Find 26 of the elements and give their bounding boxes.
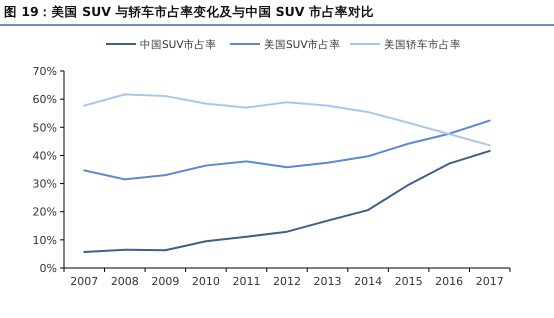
x-tick-label: 2008 xyxy=(110,275,139,288)
legend-label: 中国SUV市占率 xyxy=(140,38,217,51)
y-tick-label: 10% xyxy=(32,234,57,247)
x-tick-label: 2012 xyxy=(273,275,301,288)
x-tick-label: 2009 xyxy=(151,275,180,288)
x-tick-label: 2013 xyxy=(314,275,342,288)
legend-label: 美国SUV市占率 xyxy=(264,38,341,51)
x-tick-label: 2010 xyxy=(192,275,220,288)
x-tick-label: 2007 xyxy=(70,275,98,288)
chart-title: 图 19：美国 SUV 与轿车市占率变化及与中国 SUV 市占率对比 xyxy=(4,4,374,19)
line-series xyxy=(83,93,491,146)
y-tick-label: 70% xyxy=(32,65,57,78)
line-series xyxy=(83,150,491,253)
line-series xyxy=(83,120,491,180)
x-tick-label: 2016 xyxy=(435,275,464,288)
x-tick-label: 2015 xyxy=(394,275,423,288)
y-tick-label: 50% xyxy=(32,121,57,134)
legend-label: 美国轿车市占率 xyxy=(384,38,461,51)
y-tick-label: 60% xyxy=(32,93,57,106)
y-tick-label: 0% xyxy=(40,262,57,275)
y-tick-label: 20% xyxy=(32,206,57,219)
x-tick-label: 2017 xyxy=(476,275,504,288)
x-tick-label: 2014 xyxy=(354,275,382,288)
y-tick-label: 30% xyxy=(32,178,57,191)
x-tick-label: 2011 xyxy=(232,275,260,288)
y-tick-label: 40% xyxy=(32,149,57,162)
